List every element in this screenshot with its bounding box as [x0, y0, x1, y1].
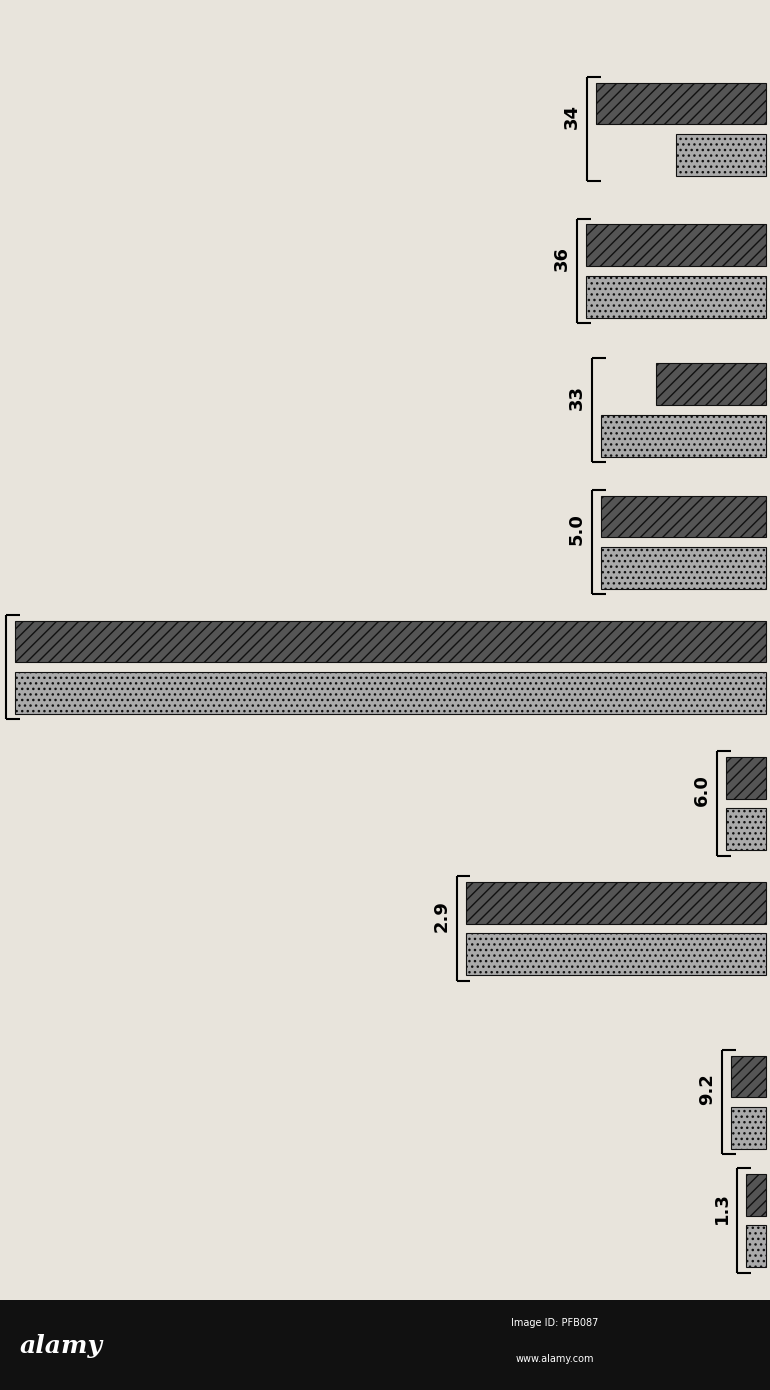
Bar	[466, 883, 766, 924]
Bar	[726, 809, 766, 849]
Text: Image ID: PFB087: Image ID: PFB087	[511, 1318, 598, 1329]
Bar	[746, 1226, 766, 1268]
Bar	[0, 1300, 770, 1390]
Text: 6.0: 6.0	[693, 774, 711, 806]
Bar	[601, 414, 766, 456]
Text: alamy: alamy	[20, 1333, 103, 1358]
Bar	[656, 363, 766, 406]
Text: 9.2: 9.2	[698, 1073, 716, 1105]
Bar	[746, 1173, 766, 1215]
Bar	[601, 496, 766, 538]
Text: 1.3: 1.3	[713, 1191, 731, 1223]
Bar	[15, 673, 766, 714]
Bar	[601, 546, 766, 589]
Bar	[676, 133, 766, 177]
Text: 33: 33	[567, 385, 585, 410]
Bar	[586, 225, 766, 267]
Text: 34: 34	[563, 104, 581, 129]
Text: 5.0: 5.0	[567, 513, 585, 545]
Bar	[596, 82, 766, 124]
Bar	[732, 1056, 766, 1098]
Bar	[732, 1106, 766, 1148]
Bar	[726, 756, 766, 798]
Text: 36: 36	[553, 246, 571, 271]
Text: 2.9: 2.9	[433, 899, 450, 931]
Bar	[466, 934, 766, 976]
Bar	[586, 275, 766, 318]
Text: www.alamy.com: www.alamy.com	[515, 1354, 594, 1365]
Bar	[15, 620, 766, 663]
